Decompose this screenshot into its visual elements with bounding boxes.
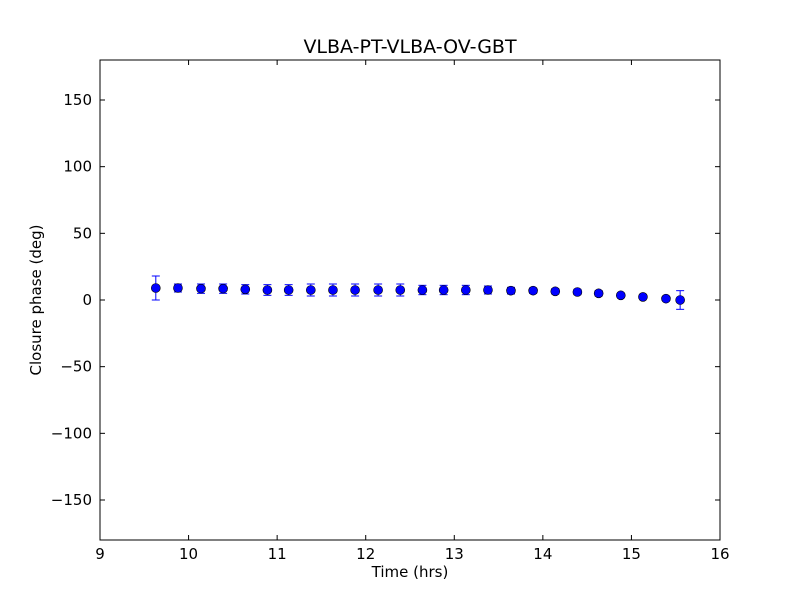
y-tick-label: 0 (82, 291, 92, 309)
y-tick-label: −100 (51, 424, 92, 442)
data-point (196, 283, 206, 294)
y-tick-label: 150 (63, 91, 92, 109)
x-tick-label: 13 (445, 545, 464, 563)
data-point (593, 288, 604, 299)
data-point (550, 286, 561, 297)
data-point (615, 290, 626, 301)
data-point (438, 285, 449, 295)
data-point (350, 285, 360, 295)
data-point (483, 285, 493, 295)
data-point (151, 283, 161, 293)
chart-title: VLBA-PT-VLBA-OV-GBT (303, 36, 517, 58)
y-tick-label: −50 (60, 358, 92, 376)
data-point (305, 285, 316, 295)
x-tick-label: 12 (356, 545, 375, 563)
data-point (218, 283, 228, 294)
y-axis-label: Closure phase (deg) (27, 225, 45, 376)
y-tick-label: 100 (63, 158, 92, 176)
data-point (240, 284, 251, 295)
data-point (173, 283, 183, 293)
data-point (328, 285, 338, 295)
data-point (373, 285, 383, 295)
data-point (638, 292, 648, 302)
y-tick-label: −150 (51, 491, 92, 509)
data-point (675, 295, 685, 305)
data-point (506, 285, 516, 296)
y-tick-label: 50 (73, 224, 92, 242)
x-tick-label: 10 (179, 545, 198, 563)
x-axis-label: Time (hrs) (371, 563, 449, 581)
x-tick-label: 9 (95, 545, 105, 563)
x-tick-label: 14 (533, 545, 552, 563)
data-point (528, 285, 538, 296)
data-point (395, 285, 406, 295)
data-point (661, 293, 671, 304)
data-point (572, 287, 583, 297)
plot-frame (99, 59, 721, 541)
x-tick-label: 11 (268, 545, 287, 563)
data-point (460, 285, 471, 295)
x-tick-label: 16 (710, 545, 729, 563)
data-point (417, 285, 428, 295)
x-tick-label: 15 (622, 545, 641, 563)
data-point (262, 285, 273, 295)
data-point (283, 285, 294, 295)
